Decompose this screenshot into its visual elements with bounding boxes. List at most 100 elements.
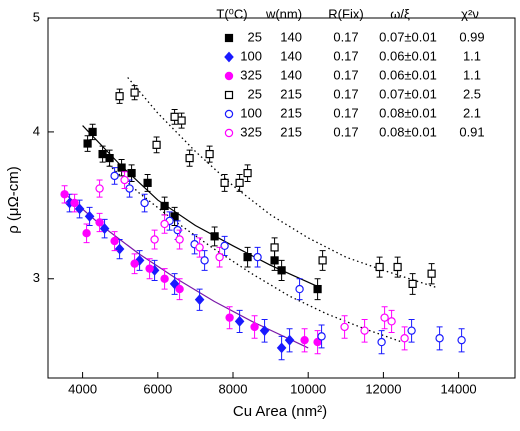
data-point	[150, 235, 159, 244]
data-point	[313, 284, 322, 294]
legend-marker	[224, 33, 234, 43]
data-point	[74, 203, 85, 215]
fit-line	[63, 192, 309, 349]
legend-marker	[224, 109, 234, 119]
data-point	[408, 279, 417, 288]
data-point	[160, 201, 169, 211]
data-point	[295, 284, 304, 294]
data-point	[205, 149, 214, 159]
data-point	[84, 210, 95, 222]
data-point	[194, 294, 205, 306]
data-point	[387, 317, 396, 326]
data-point	[435, 334, 444, 343]
data-point	[110, 171, 119, 181]
legend-temperature: 25	[248, 29, 262, 44]
data-point	[145, 264, 154, 273]
data-point	[98, 149, 107, 159]
x-tick-label: 10000	[290, 381, 326, 396]
data-point	[380, 313, 389, 322]
x-tick-label: 6000	[143, 381, 172, 396]
legend-header: ω/ξ	[390, 6, 410, 21]
legend-chi2: 0.99	[459, 29, 484, 44]
data-point	[175, 235, 184, 244]
data-point	[220, 241, 229, 251]
fit-line	[82, 125, 320, 288]
data-point	[300, 335, 309, 345]
data-point	[457, 335, 466, 345]
data-point	[235, 178, 244, 187]
legend-width: 140	[280, 67, 302, 82]
data-point	[130, 88, 139, 97]
y-axis-label: ρ (μΩ-cm)	[5, 166, 22, 234]
plot-frame	[47, 17, 516, 379]
legend-temperature: 100	[240, 48, 262, 63]
data-point	[340, 322, 349, 332]
data-point	[140, 198, 149, 208]
fit-line	[127, 77, 437, 288]
data-point	[160, 219, 169, 229]
data-point	[277, 266, 286, 275]
data-point	[210, 232, 219, 241]
data-point	[200, 256, 209, 265]
x-tick-label: 4000	[68, 381, 97, 396]
data-point	[270, 256, 279, 265]
data-point	[175, 284, 184, 294]
legend-temperature: 100	[240, 105, 262, 120]
legend-ratio: 0.06±0.01	[379, 48, 437, 63]
data-point	[152, 140, 161, 149]
data-point	[400, 334, 409, 343]
data-point	[220, 178, 229, 187]
data-point	[253, 252, 262, 262]
data-point	[177, 116, 186, 125]
data-point	[110, 236, 119, 246]
legend-width: 140	[280, 29, 302, 44]
data-point	[170, 112, 179, 121]
data-point	[83, 139, 92, 148]
data-point	[243, 168, 252, 178]
y-tick-label: 3	[33, 270, 40, 285]
legend-width: 215	[280, 86, 302, 101]
data-point	[143, 178, 152, 187]
legend-chi2: 2.1	[463, 105, 481, 120]
data-point	[360, 326, 369, 335]
legend-r: 0.17	[333, 29, 358, 44]
data-point	[243, 253, 252, 262]
data-point	[95, 218, 104, 227]
data-point	[120, 175, 129, 185]
data-point	[95, 184, 104, 193]
data-point	[234, 315, 245, 327]
data-point	[317, 332, 326, 341]
x-tick-label: 8000	[219, 381, 248, 396]
legend-header: T(⁰C)	[216, 6, 247, 21]
legend-r: 0.17	[333, 124, 358, 139]
legend-r: 0.17	[333, 67, 358, 82]
y-tick-label: 4	[33, 123, 40, 138]
data-point	[318, 256, 327, 265]
legend-marker	[224, 90, 234, 100]
data-point	[250, 322, 259, 332]
data-point	[114, 243, 125, 255]
legend-r: 0.17	[333, 86, 358, 101]
data-point	[195, 243, 204, 252]
data-point	[377, 337, 386, 347]
legend-ratio: 0.08±0.01	[379, 124, 437, 139]
legend-width: 215	[280, 124, 302, 139]
x-tick-label: 14000	[441, 381, 477, 396]
x-tick-label: 12000	[365, 381, 401, 396]
legend-width: 215	[280, 105, 302, 120]
legend-marker	[224, 51, 234, 63]
data-point	[117, 163, 126, 172]
legend-temperature: 325	[240, 67, 262, 82]
legend-chi2: 1.1	[463, 67, 481, 82]
legend-marker	[224, 128, 234, 138]
data-point	[185, 153, 194, 163]
data-point	[130, 259, 139, 268]
data-point	[60, 190, 69, 199]
x-axis-label: Cu Area (nm²)	[233, 403, 327, 420]
data-point	[70, 198, 79, 208]
legend-chi2: 1.1	[463, 48, 481, 63]
legend-header: w(nm)	[265, 6, 302, 21]
legend-header: R(Fix)	[328, 6, 363, 21]
data-point	[105, 153, 114, 163]
